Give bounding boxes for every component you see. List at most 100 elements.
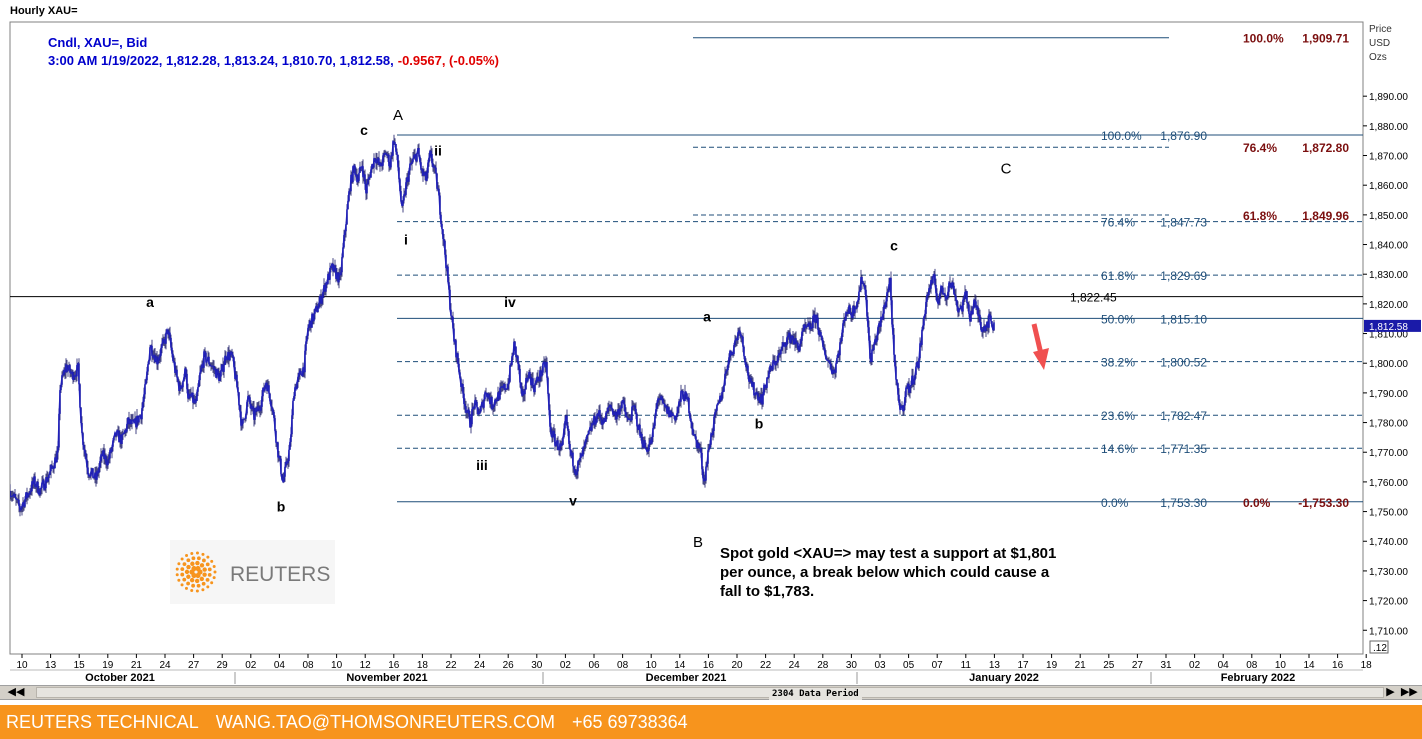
fib-ext-value-label: 1,872.80	[1302, 141, 1349, 155]
x-tick-label: 04	[1218, 660, 1230, 671]
x-tick-label: 06	[588, 660, 600, 671]
wave-label: ii	[434, 143, 442, 159]
wave-label: iii	[476, 457, 488, 473]
x-tick-label: 18	[417, 660, 429, 671]
fib-pct-label: 23.6%	[1101, 409, 1135, 423]
x-tick-label: 30	[531, 660, 543, 671]
y-tick-label: 1,730.00	[1369, 567, 1408, 578]
logo-dot	[186, 581, 190, 586]
chart-header-series: Cndl, XAU=, Bid	[48, 35, 147, 50]
x-tick-label: 12	[360, 660, 372, 671]
logo-dot	[190, 561, 195, 566]
fib-ext-pct-label: 61.8%	[1243, 209, 1277, 223]
logo-dot	[213, 570, 217, 574]
logo-dot	[205, 562, 210, 567]
logo-dot	[180, 557, 184, 561]
close-line	[10, 140, 995, 512]
fib-ext-pct-label: 100.0%	[1243, 32, 1284, 46]
x-tick-label: 25	[1103, 660, 1115, 671]
logo-dot	[191, 565, 197, 572]
level-label: 1,822.45	[1070, 291, 1117, 305]
annotation-line-2: per ounce, a break below which could cau…	[720, 564, 1050, 581]
footer-phone: +65 69738364	[572, 712, 688, 732]
wave-label: b	[755, 415, 764, 431]
x-tick-label: 15	[74, 660, 86, 671]
x-tick-label: 08	[1246, 660, 1258, 671]
y-tick-label: 1,840.00	[1369, 241, 1408, 252]
logo-dot	[206, 585, 210, 589]
x-tick-label: 07	[932, 660, 944, 671]
annotation-line-1: Spot gold <XAU=> may test a support at $…	[720, 545, 1056, 562]
x-tick-label: 30	[846, 660, 858, 671]
fib-value-label: 1,782.47	[1160, 409, 1207, 423]
x-tick-label: 21	[131, 660, 143, 671]
x-tick-label: 29	[217, 660, 229, 671]
x-tick-label: 10	[646, 660, 658, 671]
x-tick-label: 18	[1361, 660, 1373, 671]
x-tick-label: 13	[45, 660, 57, 671]
x-tick-label: 14	[674, 660, 686, 671]
logo-dot	[175, 567, 179, 571]
fib-pct-label: 50.0%	[1101, 312, 1135, 326]
x-tick-label: 20	[731, 660, 743, 671]
logo-dot	[201, 581, 206, 586]
scroll-track[interactable]: 2304 Data Period	[36, 687, 1384, 700]
fib-value-label: 1,829.69	[1160, 269, 1207, 283]
y-tick-label: 1,850.00	[1369, 211, 1408, 222]
wave-label: v	[569, 493, 577, 509]
x-tick-label: 24	[159, 660, 171, 671]
x-tick-label: 16	[1332, 660, 1344, 671]
logo-dot	[177, 562, 181, 566]
x-tick-label: 19	[1046, 660, 1058, 671]
chart-header-ohlc: 3:00 AM 1/19/2022, 1,812.28, 1,813.24, 1…	[48, 53, 499, 68]
logo-dot	[184, 586, 188, 590]
y-axis-badge-label: .12	[1373, 643, 1387, 654]
x-tick-label: 08	[302, 660, 314, 671]
double-right-arrow-icon[interactable]: ▶ ▶▶	[1386, 686, 1418, 698]
y-tick-label: 1,740.00	[1369, 537, 1408, 548]
x-tick-label: 02	[1189, 660, 1201, 671]
fib-pct-label: 38.2%	[1101, 356, 1135, 370]
logo-dot	[186, 574, 191, 579]
x-tick-label: 14	[1303, 660, 1315, 671]
wave-label: i	[404, 232, 408, 248]
logo-dot	[180, 583, 184, 587]
last-price-label: 1,812.58	[1369, 322, 1408, 333]
logo-dot	[196, 583, 201, 588]
fib-pct-label: 100.0%	[1101, 129, 1142, 143]
y-tick-label: 1,770.00	[1369, 448, 1408, 459]
x-tick-label: 27	[1132, 660, 1144, 671]
wave-label: c	[890, 237, 898, 253]
x-tick-label: 24	[789, 660, 801, 671]
price-change: -0.9567, (-0.05%)	[398, 53, 499, 68]
x-tick-label: 31	[1160, 660, 1172, 671]
wave-label: a	[703, 309, 711, 325]
wave-label: c	[360, 122, 368, 138]
y-tick-label: 1,800.00	[1369, 359, 1408, 370]
double-left-arrow-icon[interactable]: ◀◀	[7, 686, 25, 698]
fib-ext-pct-label: 76.4%	[1243, 141, 1277, 155]
logo-dot	[196, 556, 201, 561]
logo-dot	[195, 551, 199, 555]
y-tick-label: 1,820.00	[1369, 300, 1408, 311]
y-axis-badge	[1369, 640, 1389, 654]
logo-dot	[182, 577, 187, 582]
y-tick-label: 1,860.00	[1369, 181, 1408, 192]
annotation-line-3: fall to $1,783.	[720, 583, 814, 600]
wave-label: C	[1001, 160, 1012, 177]
window-title: Hourly XAU=	[10, 5, 78, 17]
wave-label: B	[693, 534, 703, 551]
logo-dot	[182, 562, 187, 566]
logo-dot	[199, 576, 204, 582]
fib-ext-pct-label: 0.0%	[1243, 496, 1271, 510]
y-axis: 1,710.00 1,720.00 1,730.00 1,740.00 1,750.00…	[1363, 24, 1421, 654]
x-tick-label: 10	[1275, 660, 1287, 671]
x-tick-label: 28	[817, 660, 829, 671]
x-tick-label: 03	[874, 660, 886, 671]
fib-value-label: 1,800.52	[1160, 356, 1207, 370]
horizontal-scrollbar[interactable]: ◀◀ 2304 Data Period ▶ ▶▶	[0, 685, 1422, 700]
fib-pct-label: 76.4%	[1101, 216, 1135, 230]
logo-dot	[202, 572, 207, 577]
logo-dot	[201, 552, 205, 556]
